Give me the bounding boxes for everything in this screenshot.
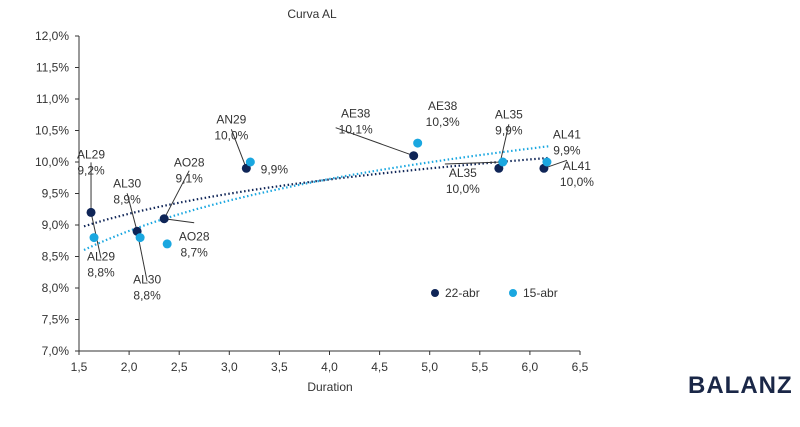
data-annotations: AL29 9,2% AL29 8,8% AL30 8,9% AL30 8,8% AO28 9,1%… xyxy=(77,99,594,302)
leader-line xyxy=(335,127,414,157)
data-points xyxy=(86,138,552,249)
y-tick-label: 8,0% xyxy=(42,281,70,295)
annotation-line: AL30 xyxy=(113,176,141,190)
trendlines xyxy=(83,145,551,251)
point-22-abr-AE38 xyxy=(409,151,419,161)
legend-marker-15-abr xyxy=(509,289,517,297)
annotation-line: 9,2% xyxy=(77,163,105,177)
annotation-line: 9,9% xyxy=(553,143,581,157)
annotation-al41-22: AL41 9,9% xyxy=(553,127,581,157)
annotation-line: 9,9% xyxy=(495,123,523,137)
leader-line xyxy=(444,161,503,165)
annotation-leaders xyxy=(90,124,568,282)
x-tick-label: 5,5 xyxy=(471,360,488,374)
annotation-line: 8,9% xyxy=(113,192,141,206)
y-tick-label: 9,0% xyxy=(42,218,70,232)
x-tick-label: 5,0 xyxy=(421,360,438,374)
y-tick-label: 10,5% xyxy=(35,124,69,138)
annotation-line: 10,0% xyxy=(214,128,248,142)
annotation-al30-15: AL30 8,8% xyxy=(133,272,161,302)
annotation-line: 10,0% xyxy=(446,182,480,196)
annotation-ao28-22: AO28 9,1% xyxy=(174,156,205,186)
axes: 1,5 2,0 2,5 3,0 3,5 4,0 4,5 5,0 5,5 6,0 6,5 7,0% 7,5… xyxy=(35,29,589,374)
y-tick-label: 9,5% xyxy=(42,187,70,201)
y-tick-label: 12,0% xyxy=(35,29,69,43)
annotation-ao28-15: AO28 8,7% xyxy=(179,230,210,260)
annotation-line: AL29 xyxy=(77,147,105,161)
point-15-abr-AL41 xyxy=(542,157,552,167)
point-15-abr-AL29 xyxy=(89,233,99,243)
annotation-line: 10,1% xyxy=(339,123,373,137)
annotation-an29-15: AN29 10,0% xyxy=(214,112,248,142)
legend-label-22-abr: 22-abr xyxy=(445,286,480,300)
x-tick-label: 3,0 xyxy=(221,360,238,374)
point-15-abr-AO28 xyxy=(162,239,172,249)
x-tick-label: 2,5 xyxy=(171,360,188,374)
x-tick-label: 6,5 xyxy=(572,360,589,374)
annotation-al41-15: AL41 10,0% xyxy=(560,159,594,189)
annotation-line: AL35 xyxy=(495,107,523,121)
y-tick-label: 10,0% xyxy=(35,155,69,169)
point-22-abr-AO28 xyxy=(159,214,169,224)
legend-label-15-abr: 15-abr xyxy=(523,286,558,300)
annotation-line: 10,0% xyxy=(560,175,594,189)
x-tick-label: 4,5 xyxy=(371,360,388,374)
annotation-an29-22: 9,9% xyxy=(261,162,289,176)
legend: 22-abr 15-abr xyxy=(431,286,558,300)
y-tick-label: 7,0% xyxy=(42,344,70,358)
leader-line xyxy=(164,218,195,224)
annotation-al30-22: AL30 8,9% xyxy=(113,176,141,206)
leader-line xyxy=(230,129,247,169)
y-tick-label: 8,5% xyxy=(42,250,70,264)
annotation-line: AL41 xyxy=(553,127,581,141)
annotation-al29-22: AL29 9,2% xyxy=(77,147,105,177)
annotation-line: AL41 xyxy=(563,159,591,173)
annotation-ae38-15: AE38 10,3% xyxy=(426,99,460,129)
annotation-line: 10,3% xyxy=(426,115,460,129)
annotation-line: 9,1% xyxy=(175,172,203,186)
annotation-al29-15: AL29 8,8% xyxy=(87,249,115,279)
x-tick-label: 3,5 xyxy=(271,360,288,374)
annotation-line: AE38 xyxy=(341,107,371,121)
annotation-line: AO28 xyxy=(179,230,210,244)
y-tick-label: 11,5% xyxy=(36,61,69,75)
x-axis-label: Duration xyxy=(307,380,352,394)
point-22-abr-AL29 xyxy=(86,207,96,217)
point-15-abr-AL35 xyxy=(498,157,508,167)
x-tick-label: 2,0 xyxy=(121,360,138,374)
annotation-line: AL29 xyxy=(87,249,115,263)
annotation-ae38-22: AE38 10,1% xyxy=(339,107,373,137)
annotation-line: AL30 xyxy=(133,272,161,286)
annotation-al35-22: AL35 9,9% xyxy=(495,107,523,137)
annotation-line: AO28 xyxy=(174,156,205,170)
point-15-abr-AE38 xyxy=(413,138,423,148)
annotation-line: 9,9% xyxy=(261,162,289,176)
annotation-line: 8,7% xyxy=(180,246,208,260)
point-15-abr-AL30 xyxy=(135,233,145,243)
annotation-al35-15: AL35 10,0% xyxy=(446,166,480,196)
brand-logo: BALANZ xyxy=(688,372,793,399)
annotation-line: 8,8% xyxy=(133,288,161,302)
legend-marker-22-abr xyxy=(431,289,439,297)
leader-line xyxy=(126,193,138,232)
trendline-22-abr xyxy=(83,156,550,228)
x-tick-label: 6,0 xyxy=(522,360,539,374)
leader-line xyxy=(163,170,190,219)
chart-title: Curva AL xyxy=(287,7,337,21)
annotation-line: AL35 xyxy=(449,166,477,180)
x-tick-label: 1,5 xyxy=(71,360,88,374)
annotation-line: AE38 xyxy=(428,99,458,113)
annotation-line: 8,8% xyxy=(87,265,115,279)
point-15-abr-AN29 xyxy=(245,157,255,167)
annotation-line: AN29 xyxy=(216,112,246,126)
y-tick-label: 11,0% xyxy=(36,92,69,106)
x-tick-label: 4,0 xyxy=(321,360,338,374)
y-tick-label: 7,5% xyxy=(42,313,70,327)
trendline-15-abr xyxy=(83,145,551,251)
